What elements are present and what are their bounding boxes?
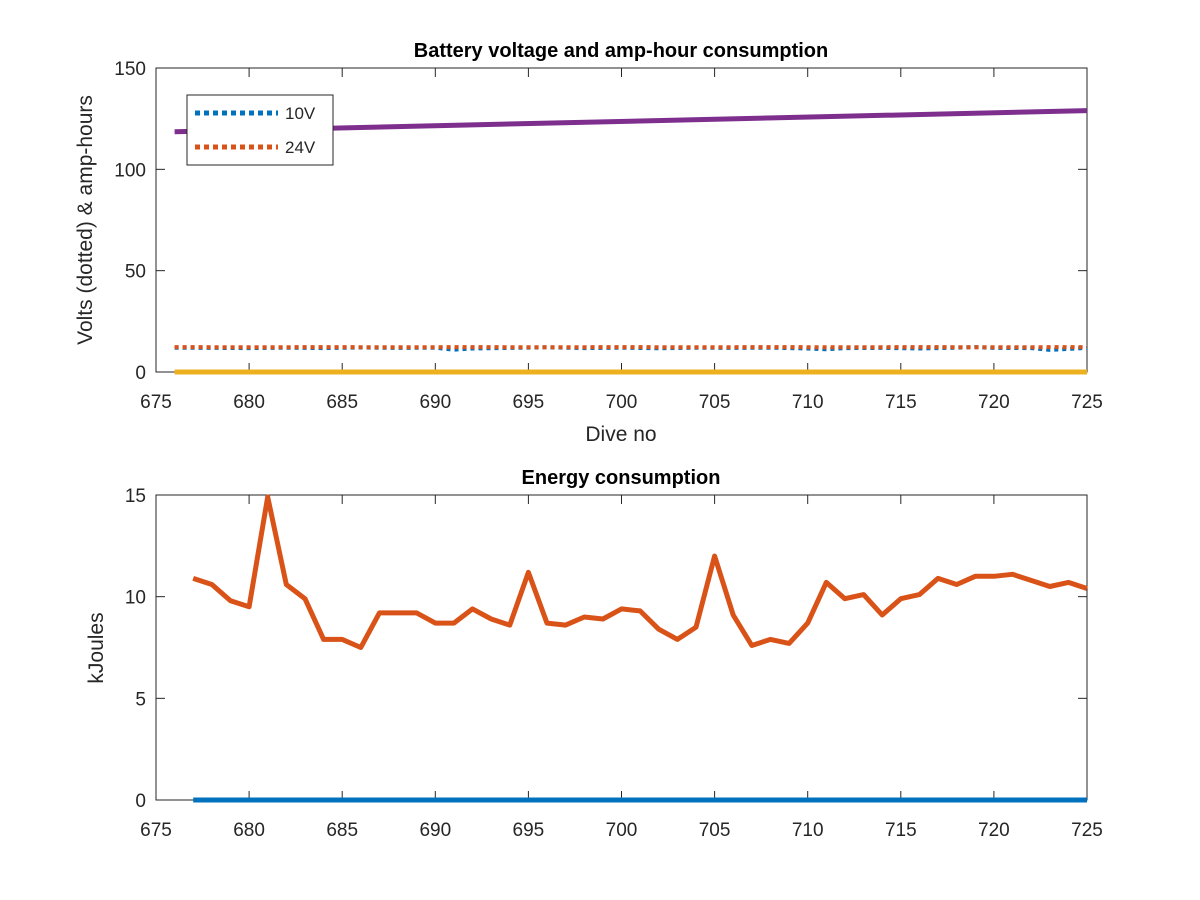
- bottom-series-line-1: [192, 494, 1088, 650]
- top-x-tick-label: 705: [699, 392, 731, 413]
- legend-box: [186, 94, 334, 166]
- bottom-y-tick-label: 10: [125, 588, 146, 609]
- top-x-tick-label: 710: [792, 392, 824, 413]
- top-x-tick-label: 715: [885, 392, 917, 413]
- bottom-x-tick-label: 715: [885, 820, 917, 841]
- bottom-y-ticks: 0 5 10 15: [125, 486, 1087, 812]
- bottom-x-tick-label: 680: [233, 820, 265, 841]
- bottom-x-tick-label: 675: [140, 820, 172, 841]
- bottom-x-tick-label: 720: [978, 820, 1010, 841]
- bottom-x-tick-label: 700: [606, 820, 638, 841]
- legend-label-24v: 24V: [285, 138, 316, 157]
- bottom-y-tick-label: 0: [135, 791, 146, 812]
- top-x-tick-label: 685: [326, 392, 358, 413]
- bottom-x-tick-label: 710: [792, 820, 824, 841]
- top-x-tick-label: 700: [606, 392, 638, 413]
- top-x-tick-label: 695: [513, 392, 545, 413]
- top-y-ticks: 0 50 100 150: [114, 59, 1087, 384]
- top-y-axis-label: Volts (dotted) & amp-hours: [74, 95, 97, 345]
- bottom-x-tick-label: 690: [419, 820, 451, 841]
- top-y-tick-label: 50: [125, 262, 146, 283]
- bottom-x-ticks: 675 680 685 690 695 700 705 710 715 720 725: [140, 495, 1103, 841]
- bottom-x-tick-label: 725: [1071, 820, 1103, 841]
- top-y-tick-label: 0: [135, 363, 146, 384]
- bottom-y-tick-label: 5: [135, 689, 146, 710]
- bottom-series-group: [192, 494, 1088, 803]
- bottom-x-tick-label: 705: [699, 820, 731, 841]
- top-y-tick-label: 150: [114, 59, 146, 80]
- top-x-axis-label: Dive no: [585, 423, 656, 446]
- top-x-tick-label: 690: [419, 392, 451, 413]
- top-legend: 10V 24V: [186, 94, 334, 166]
- bottom-y-axis-label: kJoules: [85, 612, 108, 683]
- top-x-tick-label: 675: [140, 392, 172, 413]
- legend-label-10v: 10V: [285, 104, 316, 123]
- top-x-tick-label: 680: [233, 392, 265, 413]
- top-y-tick-label: 100: [114, 160, 146, 181]
- bottom-chart-title: Energy consumption: [522, 467, 721, 489]
- bottom-x-tick-label: 685: [326, 820, 358, 841]
- top-x-tick-label: 725: [1071, 392, 1103, 413]
- top-chart-title: Battery voltage and amp-hour consumption: [414, 40, 828, 62]
- bottom-x-tick-label: 695: [513, 820, 545, 841]
- bottom-y-tick-label: 15: [125, 486, 146, 507]
- top-chart: Battery voltage and amp-hour consumption…: [74, 40, 1103, 446]
- bottom-chart: Energy consumption kJoules 675 680 685 690 6…: [85, 467, 1103, 841]
- top-x-tick-label: 720: [978, 392, 1010, 413]
- top-x-ticks: 675 680 685 690 695 700 705 710 715 720 725: [140, 68, 1103, 413]
